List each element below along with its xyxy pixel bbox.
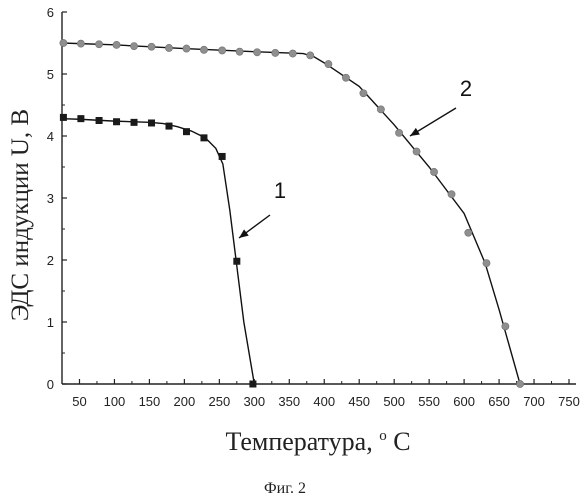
series-2-point <box>60 39 67 46</box>
series-2-point <box>130 43 137 50</box>
series-2-point <box>183 45 190 52</box>
x-tick-label: 500 <box>383 394 405 409</box>
series-2-point <box>148 43 155 50</box>
series-1-point <box>183 128 190 135</box>
x-tick-label: 700 <box>523 394 545 409</box>
series-1-point <box>148 119 155 126</box>
figure-caption: Фиг. 2 <box>264 480 306 497</box>
series-1-point <box>77 115 84 122</box>
series-1-point <box>200 134 207 141</box>
series-2-point <box>448 191 455 198</box>
y-tick-label: 2 <box>47 253 54 268</box>
series-2-point <box>502 323 509 330</box>
series-2-point <box>254 49 261 56</box>
x-tick-label: 100 <box>104 394 126 409</box>
series-2-point <box>272 49 279 56</box>
y-axis-title: ЭДС индукции U, В <box>7 109 34 321</box>
y-tick-label: 1 <box>47 315 54 330</box>
series-2-point <box>289 50 296 57</box>
series-2-point <box>200 46 207 53</box>
y-tick-label: 0 <box>47 377 54 392</box>
y-tick-label: 5 <box>47 67 54 82</box>
series-2-point <box>165 44 172 51</box>
series-2-point <box>360 90 367 97</box>
series-2-point <box>377 106 384 113</box>
x-tick-label: 150 <box>139 394 161 409</box>
series-2-point <box>307 52 314 59</box>
series-2-point <box>219 47 226 54</box>
x-tick-label: 750 <box>558 394 580 409</box>
x-tick-label: 600 <box>453 394 475 409</box>
series-1-point <box>60 114 67 121</box>
y-tick-label: 6 <box>47 5 54 20</box>
series-1-point <box>249 381 256 388</box>
series-2-point <box>483 260 490 267</box>
x-tick-label: 650 <box>488 394 510 409</box>
series-2-point <box>395 129 402 136</box>
series-1-point <box>219 153 226 160</box>
x-tick-label: 550 <box>418 394 440 409</box>
y-tick-label: 3 <box>47 191 54 206</box>
series-1-point <box>96 117 103 124</box>
x-tick-label: 300 <box>243 394 265 409</box>
series-2-label: 2 <box>460 76 472 101</box>
y-tick-label: 4 <box>47 129 54 144</box>
series-2-point <box>77 40 84 47</box>
series-1-label: 1 <box>274 178 286 203</box>
x-tick-label: 450 <box>348 394 370 409</box>
series-2-point <box>465 229 472 236</box>
x-tick-label: 350 <box>278 394 300 409</box>
series-2-point <box>342 74 349 81</box>
series-1-point <box>233 258 240 265</box>
series-2-point <box>236 48 243 55</box>
series-2-point <box>413 148 420 155</box>
series-1-point <box>131 119 138 126</box>
series-2-point <box>95 41 102 48</box>
series-2-point <box>430 168 437 175</box>
x-tick-label: 400 <box>313 394 335 409</box>
series-2-point <box>516 380 523 387</box>
series-2-point <box>113 41 120 48</box>
x-tick-label: 50 <box>72 394 86 409</box>
x-tick-label: 250 <box>208 394 230 409</box>
series-1-point <box>113 118 120 125</box>
series-1-point <box>165 123 172 130</box>
x-tick-label: 200 <box>174 394 196 409</box>
series-2-point <box>325 60 332 67</box>
